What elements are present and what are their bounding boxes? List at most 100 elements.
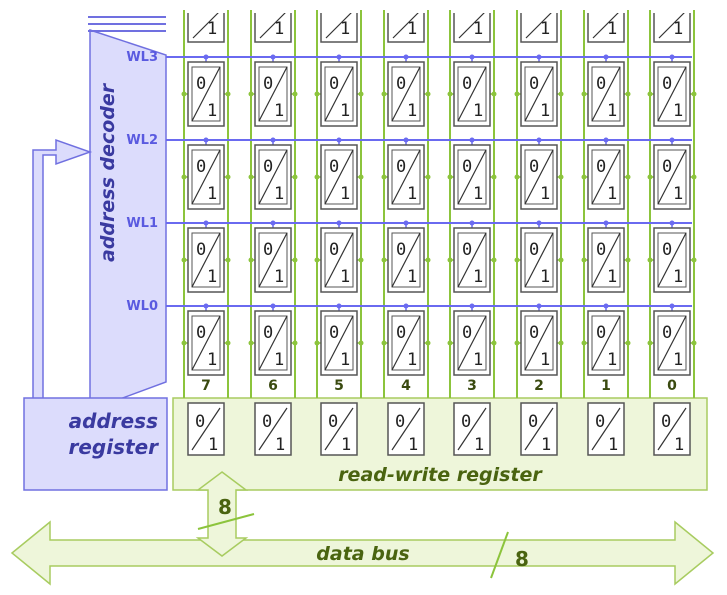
bitline-junction — [248, 91, 254, 97]
wordline-junction — [603, 220, 609, 226]
cell-clip-mask — [520, 4, 558, 13]
cell-value-zero: 0 — [196, 157, 206, 177]
cell-slash — [457, 149, 487, 205]
wordline-junction — [403, 220, 409, 226]
cell-value-one: 1 — [407, 19, 417, 39]
bitline-junction — [358, 257, 364, 263]
wordline-junction — [669, 303, 675, 309]
cell-slash — [191, 315, 221, 371]
bitline-junction — [248, 340, 254, 346]
cell-slash — [657, 407, 687, 451]
wordline-junction — [203, 303, 209, 309]
cell-slash — [524, 149, 554, 205]
bitline-junction — [248, 174, 254, 180]
link-width-slash — [197, 513, 255, 530]
bitline-junction — [625, 91, 631, 97]
cell-value-one: 1 — [207, 184, 217, 204]
bitline-junction — [514, 257, 520, 263]
wordline-junction — [403, 303, 409, 309]
column-number: 5 — [334, 378, 344, 394]
bitline-junction — [558, 174, 564, 180]
cell-slash — [524, 407, 554, 451]
cell-slash — [191, 232, 221, 288]
bitline-junction — [248, 257, 254, 263]
cell-value-zero: 0 — [263, 157, 273, 177]
cell-value-zero: 0 — [329, 240, 339, 260]
bitline-junction — [425, 91, 431, 97]
cell-value-zero: 0 — [662, 74, 672, 94]
bitline-junction — [181, 91, 187, 97]
cell-clip-mask — [187, 4, 225, 13]
register-value-one: 1 — [408, 435, 418, 455]
wordline-junction — [336, 220, 342, 226]
register-value-zero: 0 — [661, 412, 671, 432]
wordline-label: WL0 — [126, 299, 158, 314]
cell-slash — [524, 315, 554, 371]
bitline-junction — [491, 174, 497, 180]
cell-value-one: 1 — [540, 19, 550, 39]
cell-slash — [191, 66, 221, 122]
cell-slash — [258, 149, 288, 205]
bitline-junction — [447, 174, 453, 180]
cell-clip-mask — [320, 4, 358, 13]
cell-slash — [657, 232, 687, 288]
register-value-zero: 0 — [595, 412, 605, 432]
cell-value-one: 1 — [274, 101, 284, 121]
cell-slash — [457, 232, 487, 288]
cell-value-zero: 0 — [196, 240, 206, 260]
wordline-junction — [669, 54, 675, 60]
cell-value-zero: 0 — [662, 157, 672, 177]
cell-value-zero: 0 — [396, 74, 406, 94]
cell-value-zero: 0 — [529, 74, 539, 94]
cell-value-one: 1 — [673, 19, 683, 39]
register-bus-link-arrow — [195, 471, 249, 557]
cell-value-one: 1 — [607, 101, 617, 121]
bitline-junction — [425, 174, 431, 180]
cell-slash — [324, 149, 354, 205]
cell-value-zero: 0 — [529, 323, 539, 343]
wordline-junction — [469, 303, 475, 309]
bitline-junction — [358, 340, 364, 346]
wordline-junction — [469, 54, 475, 60]
wordline-junction — [403, 137, 409, 143]
bitline-junction — [558, 340, 564, 346]
data-bus-width-slash — [490, 531, 509, 579]
cell-slash — [658, 11, 686, 39]
cell-value-zero: 0 — [462, 240, 472, 260]
cell-value-one: 1 — [274, 350, 284, 370]
bitline-junction — [647, 340, 653, 346]
cell-clip-mask — [653, 4, 691, 13]
cell-value-zero: 0 — [329, 74, 339, 94]
cell-value-one: 1 — [473, 101, 483, 121]
bitline-junction — [381, 340, 387, 346]
cell-value-one: 1 — [673, 350, 683, 370]
wordline-junction — [536, 54, 542, 60]
cell-value-one: 1 — [340, 101, 350, 121]
address-feedback-arrow — [32, 138, 93, 401]
cell-value-one: 1 — [673, 101, 683, 121]
bitline-junction — [225, 174, 231, 180]
cell-value-one: 1 — [274, 19, 284, 39]
bitline-junction — [647, 91, 653, 97]
bitline-junction — [381, 174, 387, 180]
bitline-junction — [691, 174, 697, 180]
cell-value-zero: 0 — [529, 240, 539, 260]
cell-slash — [392, 11, 420, 39]
cell-value-one: 1 — [540, 267, 550, 287]
cell-slash — [391, 232, 421, 288]
cell-value-zero: 0 — [263, 323, 273, 343]
register-value-one: 1 — [541, 435, 551, 455]
cell-value-one: 1 — [673, 267, 683, 287]
array-continuation-marks — [88, 16, 166, 32]
cell-value-one: 1 — [607, 19, 617, 39]
cell-value-zero: 0 — [462, 323, 472, 343]
cell-value-zero: 0 — [596, 323, 606, 343]
cell-slash — [391, 407, 421, 451]
register-value-zero: 0 — [395, 412, 405, 432]
cell-value-zero: 0 — [396, 240, 406, 260]
cell-value-one: 1 — [473, 267, 483, 287]
bitline-junction — [558, 257, 564, 263]
bitline-junction — [292, 340, 298, 346]
cell-value-zero: 0 — [596, 157, 606, 177]
bitline-junction — [625, 257, 631, 263]
